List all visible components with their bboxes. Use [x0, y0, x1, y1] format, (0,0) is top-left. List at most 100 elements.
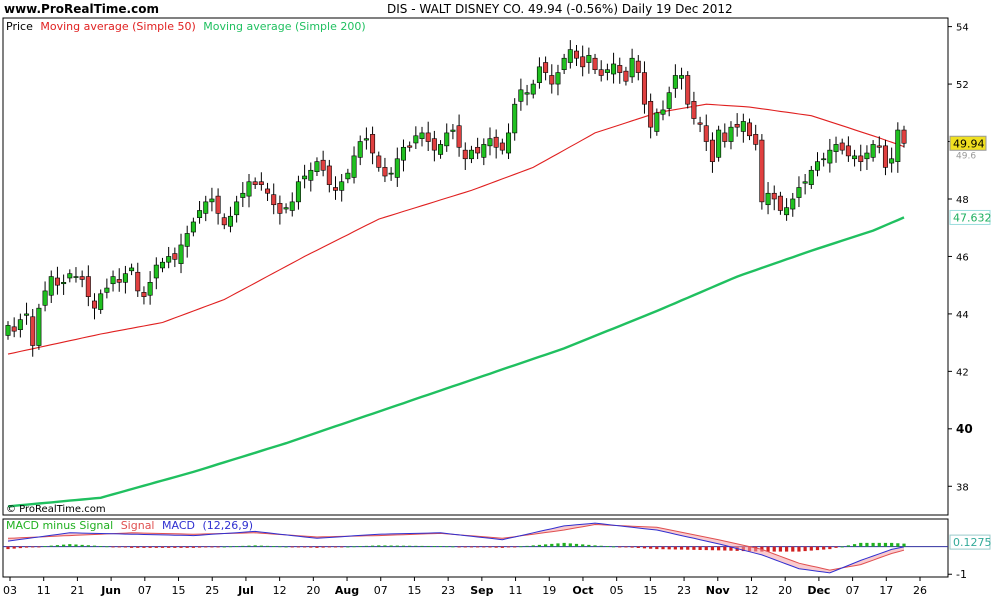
y-tick-label: 48	[956, 195, 969, 206]
macd-hist-bar	[24, 546, 29, 548]
candle-body	[672, 75, 678, 89]
x-tick-label: Jun	[100, 584, 121, 597]
price-panel-frame	[2, 17, 949, 516]
macd-hist-bar	[791, 546, 795, 552]
candle-body	[30, 316, 36, 346]
candle-body	[73, 276, 79, 278]
macd-hist-bar	[185, 546, 189, 548]
candle-body	[61, 282, 67, 285]
macd-hist-bar	[902, 543, 906, 547]
candle-body	[215, 195, 221, 214]
macd-hist-bar	[506, 546, 511, 548]
macd-hist-bar	[296, 546, 301, 548]
macd-hist-bar	[630, 546, 634, 548]
y-tick-label: 54	[956, 23, 969, 34]
candle-body	[234, 201, 240, 216]
candle-body	[487, 138, 493, 147]
macd-hist-bar	[710, 546, 715, 551]
candle-body	[67, 273, 73, 279]
candle-body	[660, 109, 666, 115]
macd-hist-bar	[667, 546, 671, 550]
macd-hist-bar	[815, 546, 820, 551]
candle-body	[252, 181, 258, 185]
candle-body	[536, 66, 542, 83]
candle-body	[777, 195, 783, 211]
candle-body	[413, 135, 419, 144]
candle-body	[759, 139, 765, 203]
candle-body	[567, 49, 573, 63]
candle-body	[518, 89, 524, 102]
macd-hist-bar	[210, 546, 214, 548]
macd-hist-bar	[624, 546, 628, 548]
candle-body	[703, 125, 709, 142]
site-url[interactable]: www.ProRealTime.com	[4, 2, 159, 16]
x-tick-label: 26	[913, 584, 927, 597]
candle-body	[258, 181, 264, 185]
macd-hist-bar	[686, 546, 690, 550]
macd-hist-bar	[49, 545, 53, 547]
macd-hist-bar	[642, 546, 647, 549]
macd-hist-bar	[704, 546, 708, 551]
candle-body	[419, 132, 425, 139]
candle-body	[394, 158, 400, 178]
candle-body	[271, 194, 277, 206]
x-tick-label: 07	[374, 584, 388, 597]
macd-hist-bar	[679, 546, 684, 550]
last-price-box	[949, 135, 987, 151]
macd-hist-bar	[476, 546, 480, 548]
x-tick-label: 03	[3, 584, 17, 597]
macd-hist-bar	[766, 546, 770, 552]
macd-hist-bar	[451, 546, 455, 548]
candle-body	[24, 313, 30, 316]
x-tick-label: 17	[879, 584, 893, 597]
macd-hist-bar	[216, 546, 220, 548]
candle-body	[641, 72, 647, 105]
macd-hist-bar	[358, 546, 362, 547]
legend-signal: Signal	[121, 519, 155, 532]
legend-sma200: Moving average (Simple 200)	[203, 20, 365, 33]
candle-body	[870, 144, 876, 158]
candle-body	[283, 207, 289, 210]
candle-body	[895, 129, 901, 162]
macd-hist-bar	[197, 546, 202, 548]
candle-body	[679, 75, 685, 79]
y-tick-label: 38	[956, 482, 969, 493]
candle-body	[611, 63, 617, 75]
candle-body	[326, 165, 332, 185]
macd-hist-bar	[309, 546, 313, 548]
candle-body	[54, 277, 60, 286]
x-tick-label: 15	[407, 584, 421, 597]
candle-body	[400, 146, 406, 161]
macd-line	[7, 522, 905, 574]
macd-panel-frame	[2, 518, 949, 578]
macd-hist-bar	[364, 545, 368, 547]
y-tick-label: 44	[956, 310, 969, 321]
candle-body	[153, 264, 159, 279]
macd-hist-bar	[31, 546, 35, 548]
macd-hist-bar	[611, 546, 616, 548]
macd-hist-bar	[772, 546, 776, 552]
candle-body	[129, 267, 135, 272]
macd-hist-bar	[581, 544, 585, 547]
candle-body	[240, 192, 246, 198]
macd-hist-bar	[401, 545, 406, 547]
candle-body	[363, 138, 369, 141]
macd-hist-bar	[142, 546, 146, 548]
macd-hist-bar	[136, 546, 140, 548]
macd-hist-bar	[469, 546, 474, 548]
candle-body	[901, 129, 907, 144]
candle-body	[475, 146, 481, 154]
macd-hist-bar	[167, 546, 171, 548]
macd-hist-bar	[92, 545, 97, 547]
macd-hist-bar	[18, 546, 22, 549]
candle-body	[821, 158, 827, 161]
candle-body	[635, 60, 641, 73]
candle-body	[685, 75, 691, 105]
candle-body	[425, 132, 431, 142]
candle-body	[889, 158, 895, 164]
candle-body	[42, 290, 48, 306]
macd-hist-bar	[865, 542, 869, 547]
last-price-label: 49.94	[953, 137, 985, 150]
macd-hist-bar	[377, 545, 381, 547]
candle-body	[691, 101, 697, 119]
